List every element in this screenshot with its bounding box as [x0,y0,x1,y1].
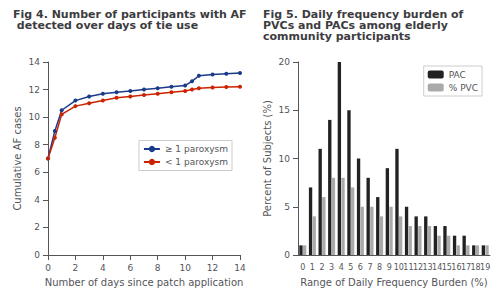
svg-text:10: 10 [279,154,291,164]
svg-text:Cumulative AF cases: Cumulative AF cases [12,106,23,210]
svg-text:Fig 4. Number of participants: Fig 4. Number of participants with AF [13,8,247,21]
svg-text:8: 8 [377,263,382,272]
svg-text:≥ 1 paroxysm: ≥ 1 paroxysm [165,144,228,154]
svg-text:PVCs and PACs among elderly: PVCs and PACs among elderly [263,19,452,32]
svg-text:3: 3 [329,263,334,272]
svg-text:10: 10 [179,263,191,273]
svg-text:9: 9 [387,263,392,272]
svg-text:4: 4 [100,263,106,273]
svg-text:10: 10 [29,112,41,122]
svg-text:8: 8 [155,263,161,273]
svg-text:2: 2 [73,263,79,273]
svg-text:14: 14 [29,57,41,67]
svg-text:0: 0 [45,263,51,273]
svg-text:0: 0 [284,250,290,260]
svg-text:4: 4 [34,195,40,205]
svg-text:Fig 5. Daily frequency burden: Fig 5. Daily frequency burden of [263,8,468,21]
svg-text:19: 19 [480,263,490,272]
svg-text:2: 2 [34,222,40,232]
svg-text:12: 12 [29,85,40,95]
svg-text:15: 15 [279,105,290,115]
svg-text:20: 20 [279,57,291,67]
html-text:10 11 12 13 14 15 16 17 18: 10 11 12 13 14 15 16 17 18 [393,262,481,272]
svg-text:7: 7 [367,263,372,272]
svg-text:6: 6 [34,167,40,177]
svg-text:Number of days since patch app: Number of days since patch application [45,277,244,288]
svg-text:detected over days of tie use: detected over days of tie use [13,19,198,32]
svg-text:8: 8 [34,140,40,150]
svg-text:12: 12 [207,263,218,273]
svg-text:< 1 paroxysm: < 1 paroxysm [165,157,228,167]
svg-text:14: 14 [234,263,246,273]
svg-text:5: 5 [284,202,290,212]
svg-text:6: 6 [358,263,363,272]
svg-text:6: 6 [127,263,133,273]
svg-text:1: 1 [310,263,315,272]
svg-text:5: 5 [348,263,353,272]
svg-text:Percent of Subjects (%): Percent of Subjects (%) [262,100,273,217]
svg-text:PAC: PAC [449,70,466,80]
svg-text:% PVC: % PVC [449,83,478,93]
svg-text:2: 2 [319,263,324,272]
svg-text:community participants: community participants [263,30,411,43]
svg-text:Range of Daily Frequency Burde: Range of Daily Frequency Burden (%) [300,277,488,288]
svg-text:4: 4 [339,263,344,272]
svg-text:0: 0 [34,250,40,260]
svg-text:0: 0 [300,263,305,272]
